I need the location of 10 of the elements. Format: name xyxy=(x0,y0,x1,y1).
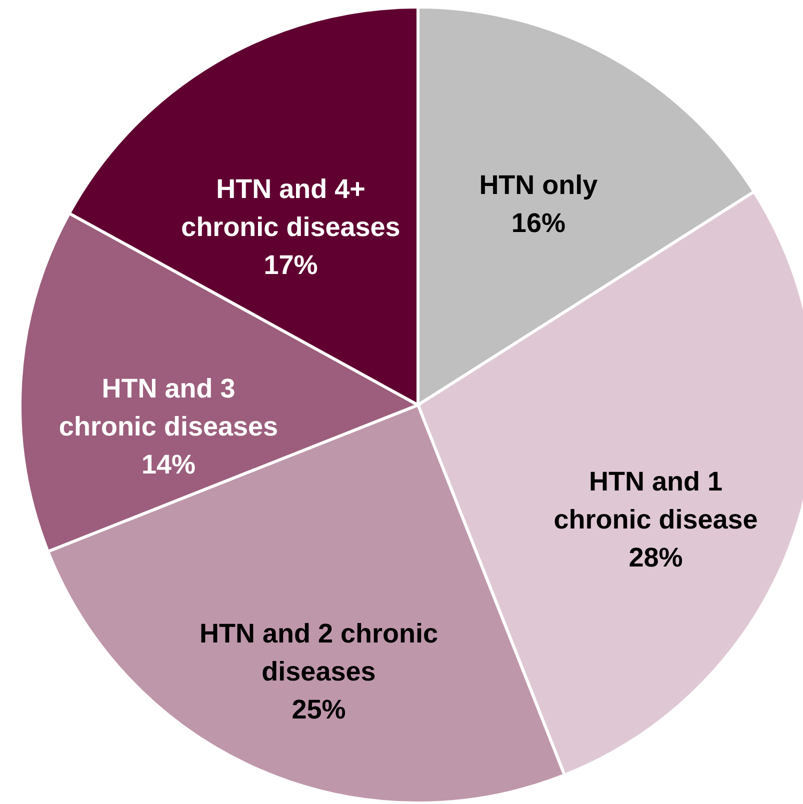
data-label: 16% xyxy=(511,208,566,238)
data-label: 28% xyxy=(628,542,683,572)
slice-label: HTN and 4+ chronic diseases xyxy=(181,174,400,242)
slice-label: HTN and 3 chronic diseases xyxy=(58,373,278,442)
slice-label: HTN and 1 chronic disease xyxy=(554,466,758,534)
slice-label: HTN only xyxy=(479,170,598,200)
data-label: 17% xyxy=(264,250,318,280)
slice-label: HTN and 2 chronic diseases xyxy=(199,618,438,686)
data-label: 25% xyxy=(292,694,346,724)
data-label: 14% xyxy=(141,449,196,480)
